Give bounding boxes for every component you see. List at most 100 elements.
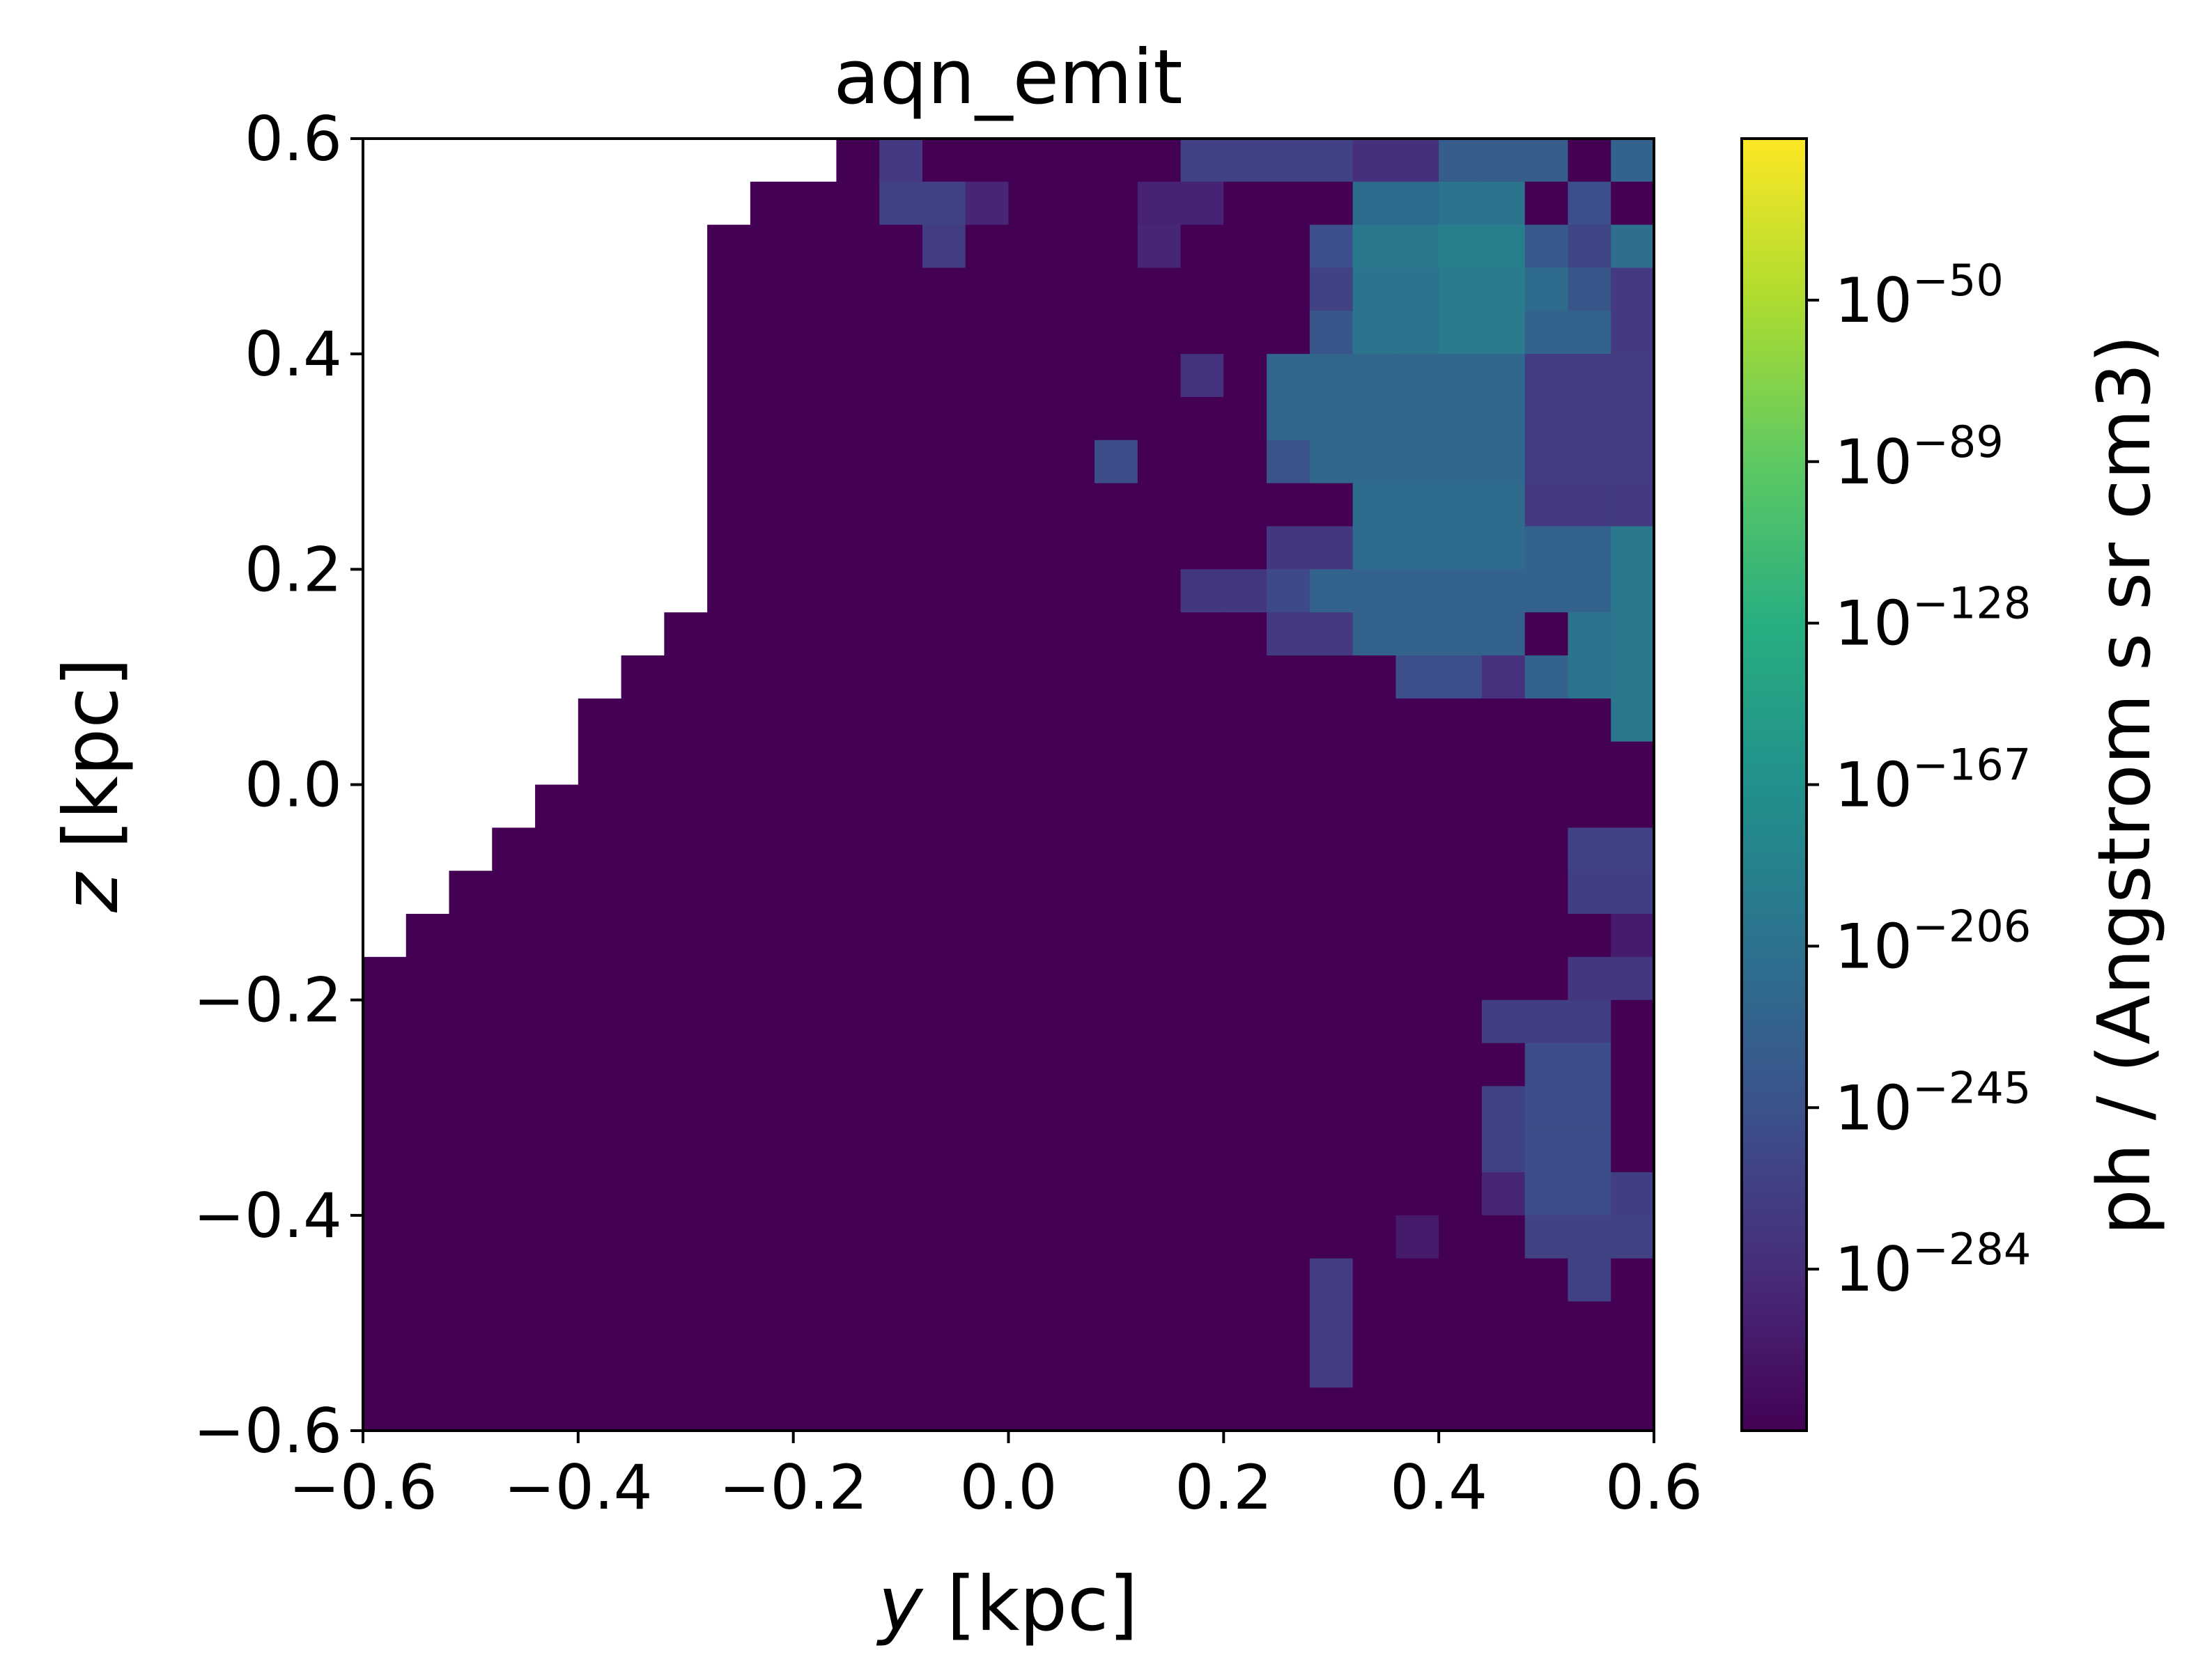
heatmap-cell: [1051, 569, 1095, 613]
heatmap-cell: [1267, 526, 1310, 570]
heatmap-cell: [1568, 354, 1611, 398]
heatmap-cell: [1137, 311, 1182, 355]
heatmap-cell: [1568, 871, 1611, 915]
heatmap-cell: [750, 1387, 794, 1431]
heatmap-cell: [1137, 139, 1182, 182]
heatmap-cell: [793, 1387, 837, 1431]
heatmap-cell: [922, 1000, 966, 1044]
heatmap-cell: [1180, 440, 1224, 484]
heatmap-cell: [836, 1043, 880, 1087]
heatmap-cell: [1309, 267, 1354, 311]
heatmap-cell: [1223, 397, 1267, 441]
heatmap-cell: [1180, 956, 1224, 1001]
heatmap-cell: [449, 1172, 493, 1216]
heatmap-cell: [1137, 1086, 1182, 1130]
heatmap-cell: [793, 526, 837, 570]
y-tick-label: −0.4: [193, 1180, 342, 1252]
heatmap-cell: [449, 1301, 493, 1345]
heatmap-cell: [707, 1344, 751, 1388]
heatmap-cell: [793, 440, 837, 484]
heatmap-cell: [1395, 139, 1439, 182]
heatmap-cell: [922, 311, 966, 355]
heatmap-cell: [1481, 914, 1526, 958]
heatmap-cell: [1051, 354, 1095, 398]
heatmap-cell: [1568, 526, 1611, 570]
heatmap-cell: [492, 1215, 536, 1259]
heatmap-cell: [405, 1000, 450, 1044]
heatmap-cell: [922, 526, 966, 570]
heatmap-cell: [1095, 569, 1138, 613]
heatmap-cell: [836, 1301, 880, 1345]
heatmap-cell: [1095, 1000, 1138, 1044]
heatmap-cell: [1352, 311, 1396, 355]
heatmap-cell: [750, 1000, 794, 1044]
heatmap-cell: [1008, 397, 1052, 441]
heatmap-cell: [363, 1172, 407, 1216]
heatmap-cell: [664, 1344, 708, 1388]
heatmap-cell: [965, 397, 1010, 441]
heatmap-cell: [1051, 526, 1095, 570]
heatmap-cell: [836, 698, 880, 742]
heatmap-cell: [707, 1043, 751, 1087]
heatmap-cell: [1095, 267, 1138, 311]
heatmap-cell: [1309, 569, 1354, 613]
heatmap-cell: [1309, 397, 1354, 441]
heatmap-cell: [1481, 267, 1526, 311]
heatmap-cell: [965, 1387, 1010, 1431]
heatmap-cell: [1137, 655, 1182, 699]
heatmap-cell: [1352, 1129, 1396, 1173]
heatmap-cell: [836, 1129, 880, 1173]
heatmap-cell: [363, 956, 407, 1001]
heatmap-cell: [1137, 1129, 1182, 1173]
heatmap-cell: [1267, 1086, 1310, 1130]
heatmap-cell: [1524, 311, 1569, 355]
heatmap-cell: [1395, 1000, 1439, 1044]
heatmap-cell: [1524, 698, 1569, 742]
heatmap-cell: [965, 1043, 1010, 1087]
heatmap-cell: [1008, 956, 1052, 1001]
heatmap-cell: [793, 784, 837, 828]
heatmap-cell: [1352, 267, 1396, 311]
heatmap-cell: [1180, 741, 1224, 786]
heatmap-cell: [405, 956, 450, 1001]
heatmap-cell: [1267, 612, 1310, 656]
heatmap-cell: [1395, 827, 1439, 871]
heatmap-cell: [1309, 784, 1354, 828]
heatmap-cell: [750, 440, 794, 484]
heatmap-cell: [1524, 569, 1569, 613]
heatmap-cell: [1223, 698, 1267, 742]
heatmap-cell: [1008, 1387, 1052, 1431]
heatmap-cell: [621, 827, 665, 871]
heatmap-cell: [1524, 397, 1569, 441]
heatmap-cell: [1223, 181, 1267, 226]
heatmap-cell: [1137, 354, 1182, 398]
heatmap-cell: [664, 914, 708, 958]
heatmap-cell: [492, 1301, 536, 1345]
heatmap-cell: [1568, 827, 1611, 871]
heatmap-cell: [707, 526, 751, 570]
heatmap-cell: [1611, 440, 1655, 484]
heatmap-cell: [1352, 1258, 1396, 1302]
heatmap-cell: [492, 1258, 536, 1302]
heatmap-cell: [1137, 1258, 1182, 1302]
heatmap-cell: [1137, 1043, 1182, 1087]
x-tick-label: 0.6: [1605, 1452, 1703, 1523]
colorbar-ticks: 10−50 10−89 10−128 10−167 10−206 10−245 10−284: [1807, 255, 2031, 1305]
heatmap-cell: [535, 1344, 579, 1388]
heatmap-cell: [836, 655, 880, 699]
heatmap-cell: [621, 1043, 665, 1087]
colorbar-label: ph / (Angstrom s sr cm3): [2082, 335, 2167, 1236]
heatmap-cell: [1008, 139, 1052, 182]
heatmap-cell: [1481, 526, 1526, 570]
heatmap-cell: [750, 569, 794, 613]
heatmap-cell: [1481, 698, 1526, 742]
heatmap-cell: [1223, 741, 1267, 786]
y-tick-label: 0.0: [245, 749, 342, 821]
heatmap-cell: [1309, 311, 1354, 355]
heatmap-cell: [1568, 914, 1611, 958]
heatmap-cell: [1180, 827, 1224, 871]
heatmap-cell: [1309, 1172, 1354, 1216]
heatmap-cell: [1309, 655, 1354, 699]
heatmap-cell: [1095, 224, 1138, 269]
heatmap-cell: [664, 827, 708, 871]
